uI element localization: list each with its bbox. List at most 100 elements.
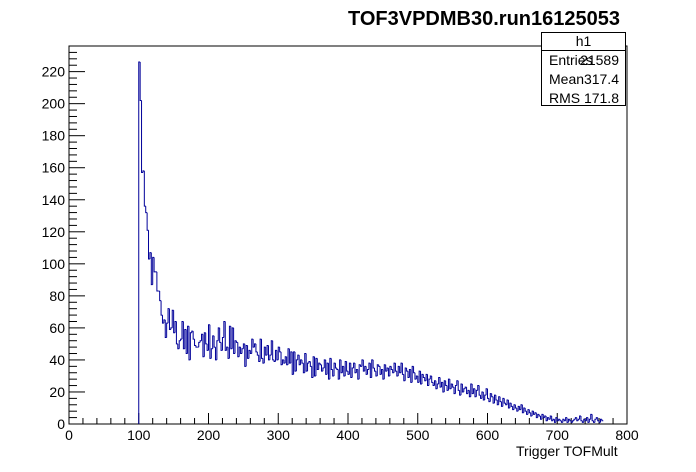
histogram-bin (143, 170, 146, 207)
y-tick-label: 100 (42, 256, 66, 272)
histogram-bin (217, 327, 220, 341)
histogram-bin (463, 388, 466, 392)
histogram-bin (302, 363, 305, 374)
histogram-bin (531, 410, 534, 416)
stats-row-entries: Entries 21589 (542, 51, 625, 70)
histogram-bin (595, 417, 598, 420)
histogram-bin (209, 324, 212, 359)
histogram-bin (572, 420, 574, 423)
histogram-bin (287, 348, 290, 365)
y-tick-label: 40 (49, 352, 65, 368)
histogram-bin (422, 374, 425, 379)
histogram-bin (153, 257, 156, 273)
histogram-bin (408, 369, 411, 378)
histogram-bin (425, 373, 428, 381)
histogram-bin (141, 100, 143, 174)
histogram-bin (337, 369, 340, 380)
histogram-bin (139, 62, 142, 101)
histogram-bin (586, 417, 588, 421)
histogram-bin (295, 359, 298, 372)
histogram-bin (466, 387, 468, 395)
y-tick-label: 180 (42, 128, 66, 144)
histogram-bin (145, 206, 148, 214)
x-axis-label: Trigger TOFMult (516, 443, 618, 459)
y-tick-label: 60 (49, 320, 65, 336)
histogram-bin (358, 364, 361, 380)
histogram-bin (216, 340, 219, 360)
histogram-bin (251, 338, 254, 354)
histogram-bin (414, 372, 417, 380)
histogram-bin (512, 406, 515, 411)
histogram-bin (374, 367, 376, 372)
histogram-bin (340, 359, 343, 374)
histogram-bin (371, 359, 374, 378)
chart-title: TOF3VPDMB30.run16125053 (348, 8, 620, 30)
histogram-bin (258, 355, 261, 363)
histogram-bin (254, 343, 256, 348)
histogram-bin (487, 388, 489, 399)
histogram-bin (563, 419, 566, 422)
histogram-bin (565, 417, 568, 421)
x-tick-label: 400 (336, 427, 360, 443)
histogram-bin (399, 366, 402, 374)
histogram-bin (319, 363, 322, 366)
y-tick-label: 160 (42, 160, 66, 176)
histogram-bin (546, 417, 549, 421)
histogram-bin (478, 385, 481, 396)
histogram-bin (311, 366, 314, 379)
histogram-bin (480, 395, 482, 399)
histogram-bin (482, 391, 485, 401)
histogram-bin (420, 371, 422, 385)
histogram-bin (195, 345, 198, 348)
histogram-bins (138, 61, 604, 424)
histogram-bin (418, 370, 421, 383)
histogram-bin (150, 252, 153, 286)
histogram-bin (495, 395, 498, 401)
histogram-bin (351, 367, 354, 378)
histogram-bin (252, 339, 255, 348)
y-tick-label: 200 (42, 96, 66, 112)
histogram-bin (180, 338, 182, 341)
histogram-bin (431, 375, 434, 383)
histogram-bin (203, 332, 206, 357)
histogram-bin (339, 359, 342, 380)
histogram-bin (210, 348, 213, 359)
histogram-bin (304, 353, 307, 373)
histogram-bin (452, 383, 455, 388)
histogram-bin (499, 396, 502, 403)
histogram-bin (503, 398, 506, 404)
histogram-bin (514, 404, 517, 409)
histogram-bin (493, 394, 496, 404)
histogram-bin (443, 380, 446, 392)
histogram-bin (159, 291, 162, 302)
x-tick-label: 300 (267, 427, 291, 443)
histogram-bin (227, 347, 230, 359)
histogram-bin (496, 399, 499, 406)
histogram-bin (367, 369, 369, 375)
histogram-bin (262, 358, 265, 364)
histogram-bin (429, 375, 432, 380)
histogram-bin (584, 419, 587, 422)
histogram-bin (192, 331, 195, 340)
histogram-bin (301, 359, 304, 364)
histogram-bin (457, 380, 460, 391)
histogram-bin (354, 363, 357, 374)
histogram-bin (178, 340, 181, 349)
histogram-bin (534, 412, 537, 415)
histogram-bin (336, 367, 339, 371)
histogram-bin (283, 359, 286, 364)
histogram-bin (288, 348, 291, 364)
histogram-bin (247, 345, 249, 359)
stats-value: 21589 (580, 52, 619, 68)
histogram-bin (548, 417, 551, 420)
histogram-bin (510, 403, 513, 407)
histogram-bin (138, 61, 141, 424)
x-tick-label: 600 (476, 427, 500, 443)
histogram-bin (591, 414, 594, 422)
histogram-bin (428, 378, 431, 386)
histogram-bin (330, 358, 333, 371)
histogram-bin (231, 327, 234, 349)
histogram-bin (170, 327, 173, 330)
histogram-bin (307, 362, 309, 372)
histogram-bin (577, 418, 580, 421)
